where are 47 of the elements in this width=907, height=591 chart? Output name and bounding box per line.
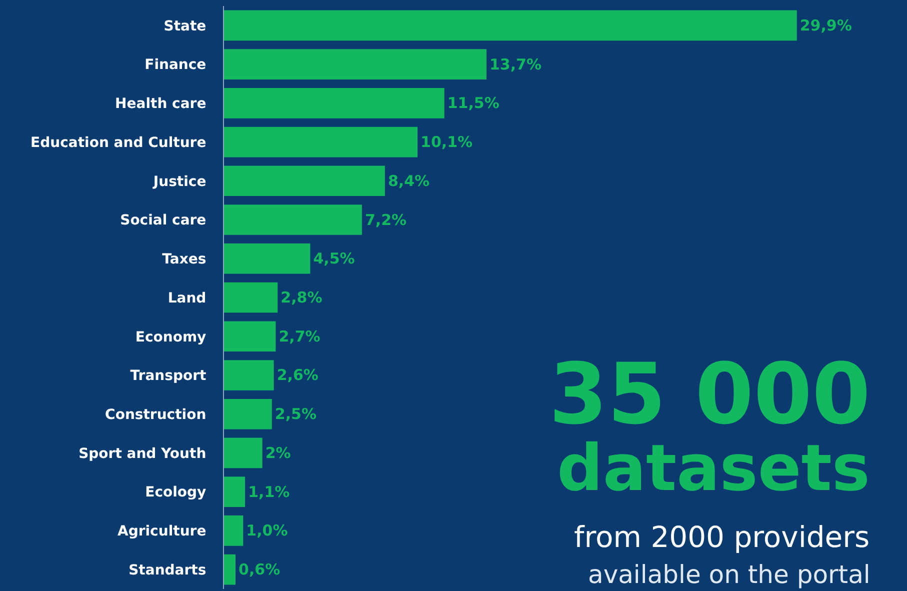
y-tick-label: State [164,18,206,34]
data-label: 2% [265,444,291,462]
y-tick-label: Sport and Youth [78,446,206,462]
y-tick-label: Justice [152,174,206,190]
bar [224,166,385,196]
bar [224,243,310,274]
y-tick-label: Agriculture [118,524,206,540]
bar [224,126,418,158]
y-tick-label: Education and Culture [30,134,206,151]
y-tick-label: Construction [105,407,206,423]
bar [224,398,272,430]
annotation: available on the portal [588,560,870,589]
data-label: 1,0% [246,522,288,540]
data-label: 2,7% [278,327,320,346]
bar [224,49,486,80]
bar [224,282,278,313]
data-label: 7,2% [364,210,407,229]
bar [224,360,274,390]
bar [224,10,797,41]
y-tick-label: Ecology [145,484,206,501]
bar [224,88,444,118]
bar [224,204,362,235]
data-label: 2,6% [276,366,318,384]
y-tick-label: Finance [144,57,206,74]
y-tick-label: Standarts [128,562,206,578]
bar [224,438,262,468]
bar [224,554,236,585]
data-label: 2,8% [280,288,322,306]
bar [224,476,246,507]
data-label: 8,4% [388,172,430,190]
y-tick-label: Health care [115,96,206,112]
bar [224,516,244,546]
y-tick-label: Social care [120,212,206,229]
y-tick-label: Economy [135,329,206,346]
data-label: 1,1% [248,482,290,501]
y-tick-label: Taxes [162,252,206,268]
data-label: 11,5% [447,94,500,112]
annotation: from 2000 providers [574,520,870,554]
data-label: 10,1% [420,133,473,152]
data-label: 13,7% [489,55,542,74]
data-label: 29,9% [800,16,852,34]
data-label: 2,5% [274,405,317,424]
data-label: 4,5% [313,250,355,268]
data-label: 0,6% [238,560,280,579]
bar [224,321,276,352]
y-tick-label: Land [168,290,206,306]
y-tick-label: Transport [130,368,206,384]
